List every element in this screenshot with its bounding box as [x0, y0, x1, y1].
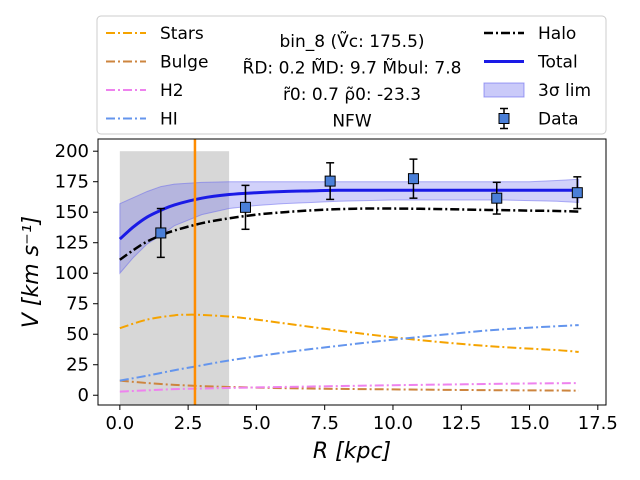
x-axis-label: R [kpc]	[313, 439, 391, 464]
y-tick-label: 75	[66, 294, 89, 315]
legend-swatch-data	[498, 113, 510, 124]
uncertainty-band	[119, 178, 580, 275]
y-tick-label: 25	[66, 355, 89, 376]
y-tick-label: 50	[66, 324, 89, 345]
legend: Stars Bulge H2 HI Halo Total 3σ lim Data bin_8…	[96, 15, 607, 135]
legend-label-total: Total	[537, 53, 578, 73]
legend-label-stars: Stars	[160, 24, 204, 44]
series-line-stars	[119, 313, 579, 353]
data-point-marker	[491, 192, 503, 204]
y-axis: 0 25 50 75 100 125 150 175 200	[55, 141, 98, 406]
legend-label-bulge: Bulge	[160, 53, 208, 73]
legend-info-line: r̃0: 0.7 ρ̃0: -23.3	[283, 85, 421, 105]
legend-label-3-lim: 3σ lim	[538, 81, 591, 101]
legend-info-line: bin_8 (Ṽc: 175.5)	[279, 30, 424, 52]
x-tick-label: 5.0	[242, 413, 271, 434]
x-tick-label: 7.5	[310, 413, 339, 434]
series-line-hi	[119, 324, 579, 382]
series-lines	[118, 188, 579, 393]
y-tick-label: 175	[55, 172, 89, 193]
y-tick-label: 150	[55, 202, 89, 223]
legend-label-hi: HI	[160, 110, 178, 130]
y-tick-label: 200	[55, 141, 89, 162]
x-tick-label: 0.0	[106, 413, 135, 434]
data-point-marker	[155, 227, 167, 239]
legend-label-h2: H2	[160, 81, 184, 101]
x-tick-label: 12.5	[441, 413, 481, 434]
data-point-marker	[324, 175, 336, 187]
x-tick-label: 2.5	[174, 413, 203, 434]
data-point-marker	[571, 187, 583, 199]
series-line-total	[118, 188, 579, 241]
band-3sigma	[119, 178, 580, 275]
data-points	[155, 158, 583, 259]
x-tick-label: 10.0	[373, 413, 413, 434]
x-axis: 0.0 2.5 5.0 7.5 10.0 12.5 15.0 17.5	[106, 405, 618, 434]
legend-swatch-band	[483, 82, 525, 98]
series-line-h2	[119, 382, 579, 393]
legend-frame	[96, 15, 607, 135]
x-tick-label: 17.5	[578, 413, 618, 434]
data-point-marker	[239, 201, 251, 213]
y-axis-label: V [km s⁻¹]	[19, 216, 44, 328]
legend-info-line: R̃D: 0.2 M̃D: 9.7 M̃bul: 7.8	[243, 57, 462, 78]
legend-label-data: Data	[538, 110, 579, 130]
y-tick-label: 125	[55, 233, 89, 254]
legend-label-halo: Halo	[538, 24, 576, 44]
series-line-bulge	[119, 379, 579, 392]
y-tick-label: 0	[78, 385, 89, 406]
y-tick-label: 100	[55, 263, 89, 284]
data-point-marker	[407, 173, 419, 185]
x-tick-label: 15.0	[509, 413, 549, 434]
legend-info-line: NFW	[332, 112, 371, 132]
plot-frame	[97, 138, 607, 406]
